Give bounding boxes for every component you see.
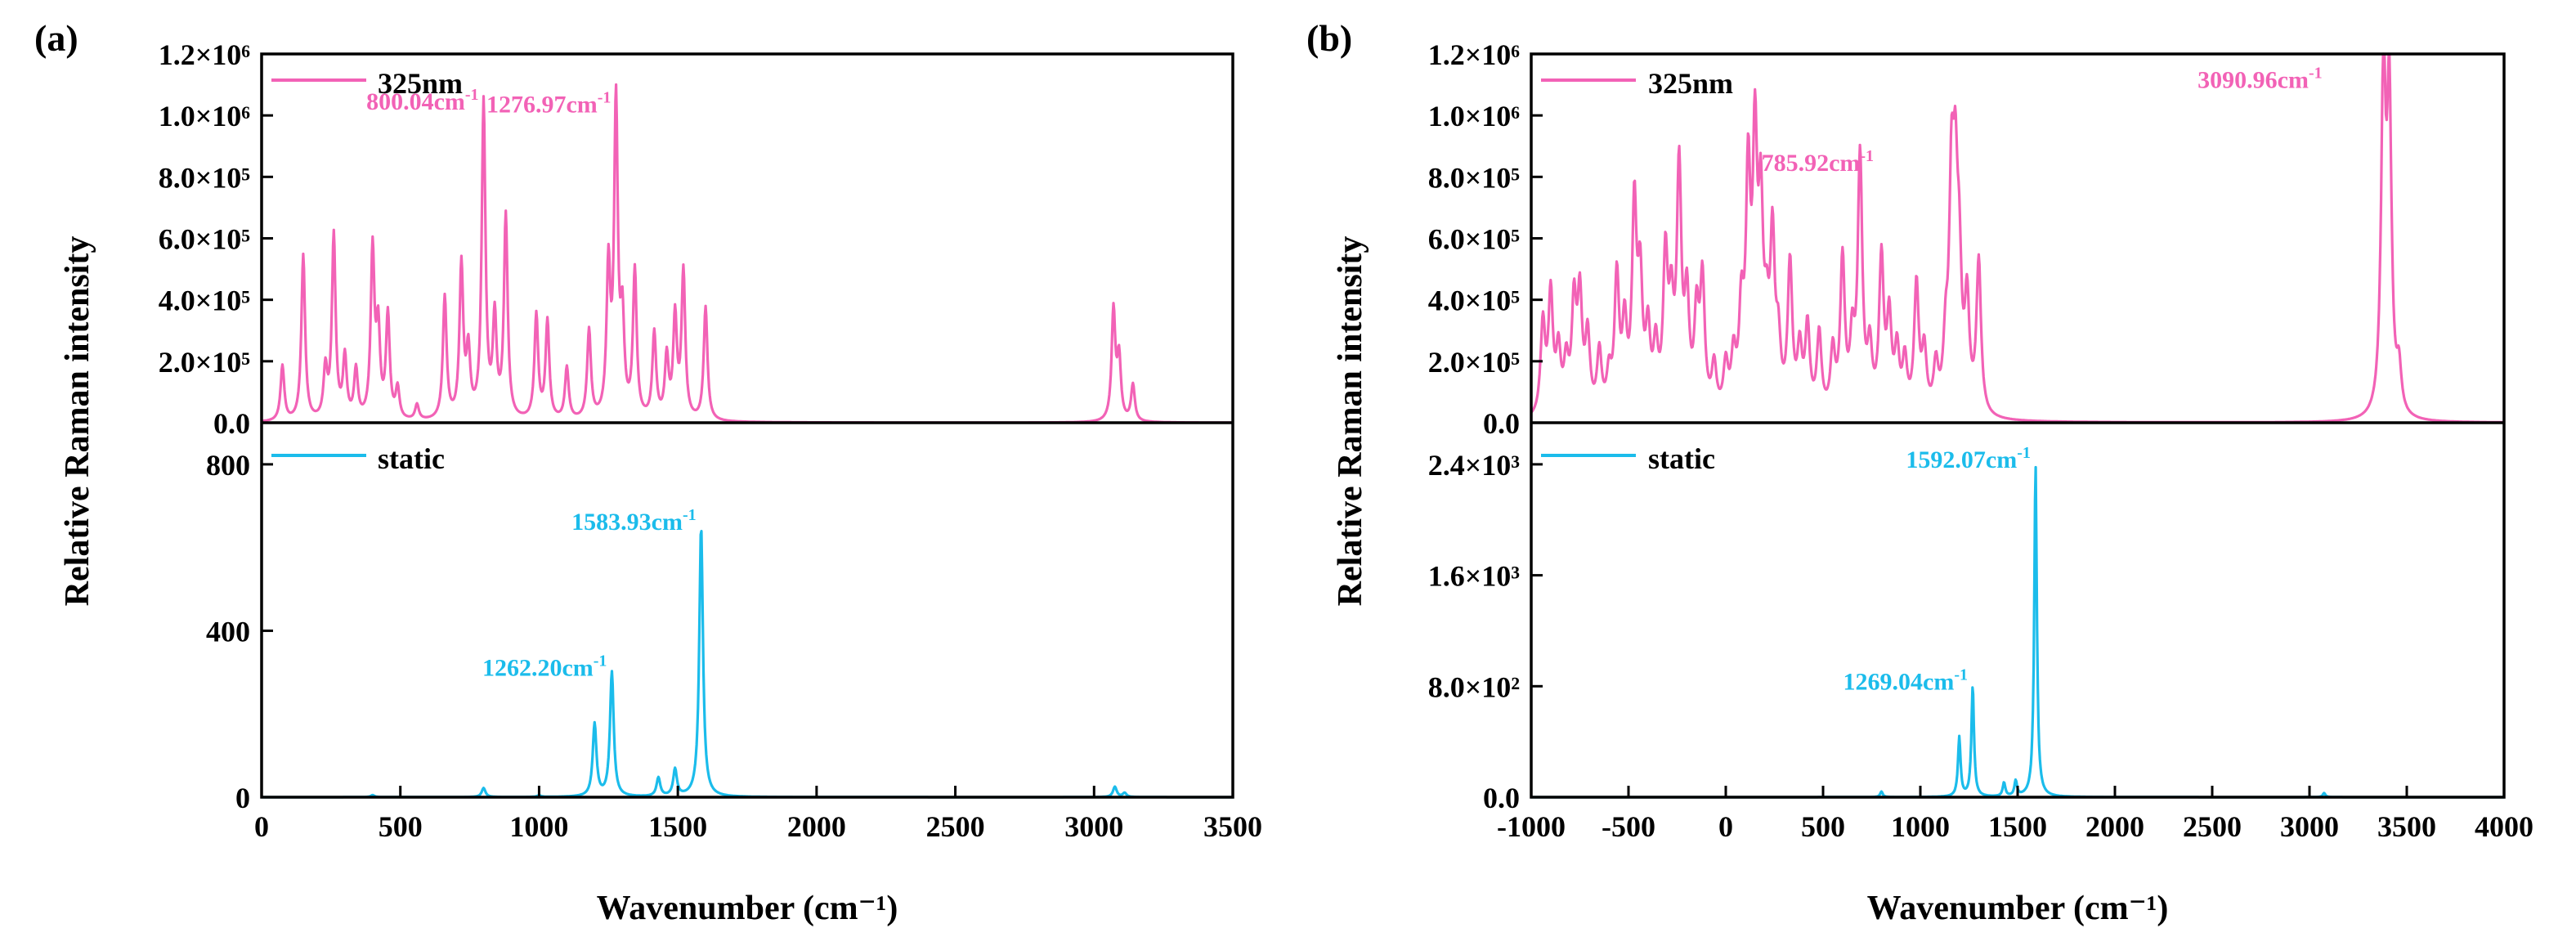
panel-a-xtick-label: 2500 (926, 810, 985, 843)
panel-b-label: (b) (1306, 17, 1352, 59)
panel-b-top-legend-label: 325nm (1648, 67, 1733, 100)
panel-b-xtick-label: -500 (1602, 810, 1655, 843)
panel-a-xtick-label: 3000 (1064, 810, 1123, 843)
panel-a-xtick-label: 1000 (509, 810, 568, 843)
panel-b-top-spectrum-line (1530, 52, 2505, 424)
panel-a-bottom-legend-label: static (378, 442, 445, 475)
panel-b-top-plot: 325nm 0.0 2.0×10⁵ 4.0×10⁵ 6.0×10⁵ 8.0×10⁵ 1.0… (1428, 38, 2505, 440)
panel-b-xtick-label: -1000 (1497, 810, 1566, 843)
panel-a-top-plot: 325nm 0.0 2.0×10⁵ 4.0×10⁵ 6.0×10⁵ 8.0×10⁵ 1.0… (159, 38, 1234, 440)
panel-b-top-ytick-label: 1.0×10⁶ (1428, 100, 1521, 132)
panel-b-top-ytick-label: 0.0 (1483, 407, 1520, 440)
panel-a-bottom-ytick-label: 0 (235, 782, 250, 814)
panel-b-xtick-label: 500 (1801, 810, 1845, 843)
panel-b-top-ytick-label: 6.0×10⁵ (1428, 223, 1521, 256)
panel-b: (b) Relative Raman intensity 325nm 0.0 2.… (1306, 17, 2533, 927)
panel-b-bottom-plot: static 0.0 8.0×10² 1.6×10³ 2.4×10³ 1269.04cm… (1428, 442, 2505, 814)
panel-a-top-ytick-label: 1.2×10⁶ (159, 38, 251, 71)
panel-a-top-ytick-label: 8.0×10⁵ (159, 161, 251, 194)
panel-b-xtick-label: 2000 (2085, 810, 2144, 843)
panel-a-top-ytick-label: 1.0×10⁶ (159, 100, 251, 132)
panel-b-top-ytick-label: 4.0×10⁵ (1428, 285, 1521, 317)
panel-b-top-peak-annotation: 785.92cm-1 (1762, 147, 1874, 177)
panel-b-xtick-label: 3000 (2280, 810, 2339, 843)
panel-b-xlabel: Wavenumber (cm⁻¹) (1867, 890, 2169, 927)
panel-b-xtick-label: 2500 (2183, 810, 2242, 843)
panel-a-top-spectrum-line (261, 83, 1234, 424)
panel-a-top-peak-annotation: 1276.97cm-1 (486, 89, 611, 119)
panel-a-xtick-label: 500 (379, 810, 423, 843)
panel-a-xtick-label: 0 (254, 810, 269, 843)
panel-a-top-ytick-label: 6.0×10⁵ (159, 223, 251, 256)
panel-a-bottom-peak-annotation: 1262.20cm-1 (482, 652, 607, 681)
panel-a-top-peak-annotation: 800.04cm-1 (366, 86, 478, 115)
panel-b-top-ytick-label: 2.0×10⁵ (1428, 346, 1521, 379)
panel-a-bottom-ytick-label: 800 (206, 449, 250, 482)
panel-b-bottom-spectrum-line (1530, 465, 2505, 799)
panel-a: (a) Relative Raman intensity 325nm 0.0 2.… (34, 17, 1262, 927)
panel-a-bottom-spectrum-line (261, 529, 1234, 799)
panel-a-xlabel: Wavenumber (cm⁻¹) (597, 890, 898, 927)
panel-b-bottom-ytick-label: 2.4×10³ (1428, 449, 1521, 482)
panel-b-xtick-label: 3500 (2377, 810, 2436, 843)
panel-b-bottom-ytick-label: 1.6×10³ (1428, 560, 1521, 593)
panel-a-top-ytick-label: 2.0×10⁵ (159, 346, 251, 379)
panel-a-top-ytick-label: 0.0 (213, 407, 250, 440)
panel-a-top-ytick-label: 4.0×10⁵ (159, 285, 251, 317)
panel-b-ylabel: Relative Raman intensity (1332, 236, 1369, 607)
panel-a-xtick-label: 1500 (648, 810, 707, 843)
panel-a-bottom-peak-annotation: 1583.93cm-1 (571, 506, 696, 536)
panel-a-top-legend-label: 325nm (378, 67, 463, 100)
panel-b-bottom-ytick-label: 0.0 (1483, 782, 1520, 814)
panel-b-top-peak-annotation: 3090.96cm-1 (2197, 65, 2322, 94)
panel-b-bottom-peak-annotation: 1592.07cm-1 (1906, 444, 2030, 473)
panel-b-xtick-label: 4000 (2475, 810, 2533, 843)
panel-b-xtick-label: 1500 (1988, 810, 2047, 843)
panel-b-bottom-ytick-label: 8.0×10² (1428, 670, 1520, 703)
panel-b-xtick-label: 1000 (1891, 810, 1950, 843)
panel-a-frame (260, 52, 1234, 799)
panel-b-bottom-legend-label: static (1648, 442, 1715, 475)
panel-b-top-ytick-label: 1.2×10⁶ (1428, 38, 1521, 71)
panel-a-xtick-label: 3500 (1203, 810, 1262, 843)
panel-b-top-ytick-label: 8.0×10⁵ (1428, 161, 1521, 194)
panel-a-bottom-ytick-label: 400 (206, 615, 250, 648)
panel-b-bottom-peak-annotation: 1269.04cm-1 (1844, 666, 1968, 695)
panel-a-ylabel: Relative Raman intensity (59, 236, 96, 607)
panel-b-xtick-label: 0 (1718, 810, 1733, 843)
panel-a-label: (a) (34, 17, 78, 59)
panel-a-bottom-plot: static 0 400 800 1262.20cm-1 1583.93cm-1 (206, 442, 1234, 814)
panel-a-xtick-label: 2000 (787, 810, 846, 843)
